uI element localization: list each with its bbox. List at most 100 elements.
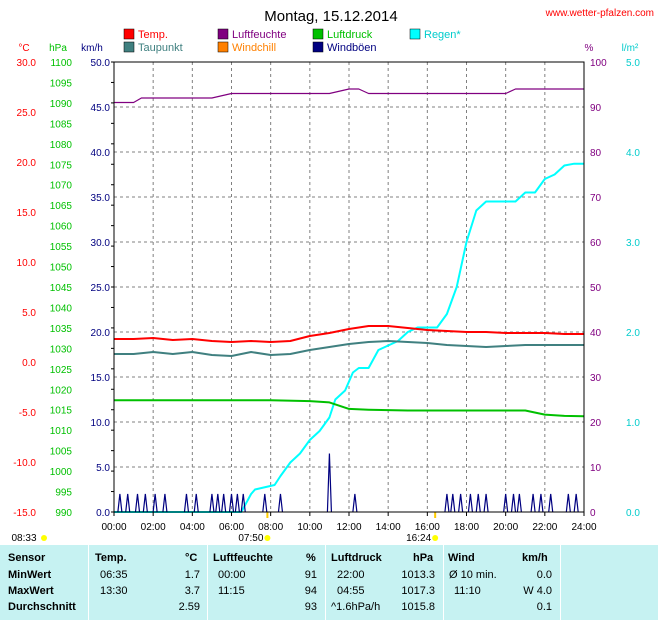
stats-header-humidity-unit: % (306, 552, 316, 564)
gust-spike (530, 493, 536, 513)
stats-header-pressure-unit: hPa (413, 552, 434, 564)
legend-swatch (409, 28, 421, 40)
temp-tick-label: -10.0 (13, 458, 36, 469)
sun-icon (432, 535, 439, 541)
stats-row-label: MinWert (8, 569, 52, 581)
x-tick-label: 20:00 (493, 522, 518, 533)
pressure-axis-unit: hPa (49, 43, 67, 54)
gust-spike (209, 493, 215, 513)
pressure-tick-label: 1095 (50, 78, 73, 89)
temp-tick-label: 15.0 (17, 208, 37, 219)
gust-spike (142, 493, 148, 513)
stats-header-pressure: Luftdruck (331, 552, 382, 564)
gust-spike (483, 493, 489, 513)
pressure-tick-label: 1015 (50, 406, 73, 417)
stats-temp-value: 2.59 (178, 601, 200, 613)
temp-tick-label: -5.0 (19, 408, 37, 419)
x-tick-label: 04:00 (180, 522, 205, 533)
stats-header-temp: Temp. (95, 552, 127, 564)
gust-spike (193, 493, 199, 513)
gust-spike (117, 493, 123, 513)
pressure-tick-label: 1000 (50, 467, 73, 478)
pressure-tick-label: 995 (55, 488, 72, 499)
pressure-tick-label: 1090 (50, 99, 73, 110)
gust-spike (467, 493, 474, 513)
pressure-tick-label: 1035 (50, 324, 73, 335)
stats-press-trend: ^1.6hPa/h (331, 601, 381, 613)
source-link[interactable]: www.wetter-pfalzen.com (545, 8, 654, 19)
x-tick-label: 10:00 (297, 522, 322, 533)
gust-spike (565, 493, 571, 513)
gust-spike (444, 493, 450, 513)
stats-hum-value: 91 (304, 569, 317, 581)
sunrise-time: 08:33 (11, 533, 36, 544)
legend-swatch (217, 41, 229, 53)
gust-spike (326, 453, 333, 513)
legend-label: Windchill (232, 42, 276, 54)
wind-tick-label: 35.0 (91, 193, 111, 204)
pressure-tick-label: 1065 (50, 201, 73, 212)
wind-tick-label: 50.0 (91, 58, 111, 69)
pressure-tick-label: 1010 (50, 426, 73, 437)
stats-header-humidity: Luftfeuchte (213, 552, 273, 564)
pressure-tick-label: 1055 (50, 242, 73, 253)
pressure-tick-label: 1040 (50, 303, 73, 314)
temp-tick-label: 0.0 (22, 358, 36, 369)
x-axis-ticks: 00:00 02:00 04:00 06:00 08:00 10:00 12:00 14:00… (101, 512, 597, 533)
rain-tick-label: 2.0 (626, 328, 640, 339)
x-tick-label: 22:00 (532, 522, 557, 533)
series-line-temp (114, 325, 584, 343)
legend-label: Luftfeuchte (232, 29, 286, 41)
humidity-tick-label: 90 (590, 103, 602, 114)
stats-temp-time: 06:35 (100, 569, 128, 581)
legend-label: Taupunkt (138, 42, 183, 54)
x-tick-label: 14:00 (376, 522, 401, 533)
series-line-temp (114, 340, 584, 357)
temp-tick-label: 30.0 (17, 58, 37, 69)
humidity-tick-label: 20 (590, 418, 602, 429)
gust-spike (510, 493, 517, 513)
stats-wind-value: W 4.0 (523, 585, 552, 597)
legend-swatch (312, 28, 324, 40)
stats-press-time: 04:55 (337, 585, 365, 597)
pressure-tick-label: 1050 (50, 263, 73, 274)
stats-wind-value: 0.0 (536, 569, 552, 581)
humidity-tick-label: 30 (590, 373, 602, 384)
rain-tick-label: 3.0 (626, 238, 640, 249)
wind-tick-label: 45.0 (91, 103, 111, 114)
gust-spike (134, 493, 141, 513)
temp-tick-label: -15.0 (13, 508, 36, 519)
sun-markers: 08:33 07:50 16:24 (11, 512, 439, 544)
legend-label: Regen* (424, 29, 461, 41)
gust-spike (183, 493, 190, 513)
x-tick-label: 08:00 (258, 522, 283, 533)
gust-spike (221, 493, 227, 513)
stats-press-value: 1017.3 (401, 585, 435, 597)
weather-chart: Montag, 15.12.2014 www.wetter-pfalzen.co… (11, 8, 654, 544)
stats-header-wind: Wind (448, 552, 475, 564)
wind-tick-label: 30.0 (91, 238, 111, 249)
gust-spike (240, 493, 246, 513)
series-line-pressure (114, 399, 585, 418)
humidity-axis-unit: % (585, 43, 594, 54)
stats-wind-value: 0.1 (536, 601, 552, 613)
x-tick-label: 00:00 (101, 522, 126, 533)
stats-wind-label: Ø 10 min. (449, 569, 497, 581)
temp-tick-label: 20.0 (17, 158, 37, 169)
gust-spike (538, 493, 544, 513)
gust-spike (503, 493, 509, 513)
daylight-start-time: 07:50 (238, 533, 263, 544)
temp-tick-label: 10.0 (17, 258, 37, 269)
humidity-tick-label: 10 (590, 463, 602, 474)
sun-icon (41, 535, 47, 541)
gust-spike (548, 493, 554, 513)
x-tick-label: 12:00 (336, 522, 361, 533)
wind-tick-label: 5.0 (96, 463, 110, 474)
gust-spike (277, 493, 284, 513)
humidity-tick-label: 60 (590, 238, 602, 249)
legend-swatch (123, 28, 135, 40)
pressure-tick-label: 1045 (50, 283, 73, 294)
pressure-tick-label: 990 (55, 508, 72, 519)
stats-press-value: 1015.8 (401, 601, 435, 613)
